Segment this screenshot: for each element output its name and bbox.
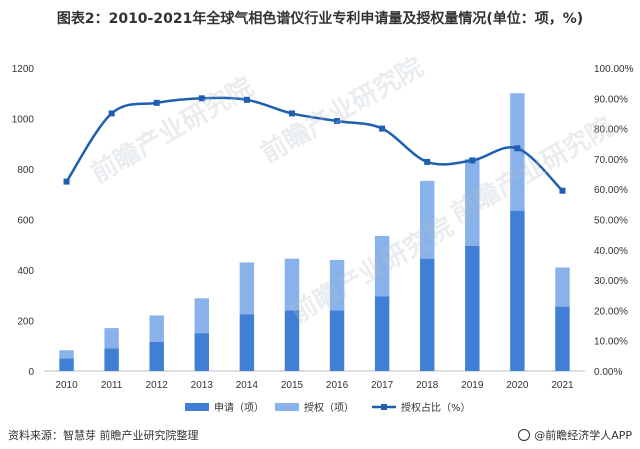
authorization-ratio-point <box>288 110 295 117</box>
y2-tick-label: 40.00% <box>594 246 628 257</box>
x-tick-label: 2013 <box>191 380 214 391</box>
bar-application <box>149 341 164 371</box>
x-tick-label: 2017 <box>371 380 394 391</box>
y-tick-label: 1200 <box>12 64 35 75</box>
authorization-ratio-point <box>63 178 70 185</box>
y-tick-label: 800 <box>17 165 34 176</box>
legend-label: 授权占比（%） <box>401 401 471 414</box>
brand-label: @前瞻经济学人APP <box>534 429 632 442</box>
x-tick-label: 2012 <box>146 380 169 391</box>
source-note: 资料来源：智慧芽 前瞻产业研究院整理 <box>8 429 199 442</box>
authorization-ratio-point <box>334 118 341 125</box>
bar-application <box>104 348 119 371</box>
y2-tick-label: 10.00% <box>594 337 628 348</box>
bar-authorized <box>419 180 435 259</box>
bar-authorized <box>194 298 210 334</box>
bar-application <box>284 310 300 371</box>
bar-authorized <box>510 93 525 211</box>
y-tick-label: 400 <box>17 266 34 277</box>
bar-application <box>194 333 210 371</box>
x-tick-label: 2010 <box>55 380 78 391</box>
bar-application <box>465 246 480 371</box>
y2-tick-label: 90.00% <box>594 94 628 105</box>
authorization-ratio-point <box>108 110 115 117</box>
bar-application <box>419 258 435 371</box>
bar-application <box>59 358 74 371</box>
x-tick-label: 2016 <box>326 380 349 391</box>
bar-authorized <box>239 262 255 315</box>
x-tick-label: 2014 <box>236 380 259 391</box>
legend-swatch-authorized <box>275 403 299 411</box>
authorization-ratio-point <box>469 157 476 164</box>
bar-application <box>239 314 255 371</box>
y2-tick-label: 20.00% <box>594 306 628 317</box>
y-tick-label: 0 <box>28 367 34 378</box>
y2-tick-label: 70.00% <box>594 155 628 166</box>
bar-authorized <box>284 258 300 311</box>
authorization-ratio-point <box>559 187 566 194</box>
authorization-ratio-point <box>153 99 160 106</box>
y-tick-label: 200 <box>17 317 34 328</box>
bar-application <box>374 296 390 371</box>
x-tick-label: 2011 <box>101 380 123 391</box>
y2-tick-label: 50.00% <box>594 216 628 227</box>
bar-application <box>510 210 525 371</box>
y2-tick-label: 30.00% <box>594 276 628 287</box>
brand: @前瞻经济学人APP <box>518 427 632 443</box>
y2-tick-label: 60.00% <box>594 185 628 196</box>
legend-label: 申请（项） <box>214 401 264 414</box>
bar-application <box>555 306 570 371</box>
y2-tick-label: 100.00% <box>594 64 634 75</box>
y-tick-label: 600 <box>17 216 34 227</box>
combo-chart: 0 200 400 600 800 1000 1200 0.00% 10.00% 20.00% 30… <box>12 64 634 414</box>
authorization-ratio-point <box>424 158 431 165</box>
authorization-ratio-point <box>514 145 521 152</box>
chart-title: 图表2：2010-2021年全球气相色谱仪行业专利申请量及授权量情况(单位：项，… <box>56 11 584 27</box>
x-tick-label: 2019 <box>461 380 484 391</box>
authorization-ratio-point <box>379 125 386 132</box>
bar-authorized <box>374 235 390 297</box>
footer: 资料来源：智慧芽 前瞻产业研究院整理 @前瞻经济学人APP <box>0 421 640 449</box>
legend-swatch-application <box>185 403 209 411</box>
x-tick-label: 2018 <box>416 380 439 391</box>
y2-tick-label: 0.00% <box>594 367 622 378</box>
authorization-ratio-point <box>198 95 205 102</box>
x-tick-label: 2021 <box>551 380 574 391</box>
authorization-ratio-line <box>65 96 564 192</box>
bar-application <box>329 310 345 371</box>
bar-authorized <box>149 315 164 342</box>
x-tick-label: 2015 <box>281 380 304 391</box>
y2-tick-label: 80.00% <box>594 125 628 136</box>
x-tick-label: 2020 <box>506 380 529 391</box>
bar-authorized <box>104 328 119 349</box>
bar-authorized <box>329 259 345 311</box>
y-tick-label: 1000 <box>12 115 35 126</box>
brand-logo-icon <box>518 429 531 441</box>
legend-marker-ratio <box>381 404 387 410</box>
authorization-ratio-point <box>243 96 250 103</box>
bar-authorized <box>59 350 74 359</box>
legend-label: 授权（项） <box>304 401 354 414</box>
bar-authorized <box>555 267 570 307</box>
bar-authorized <box>465 158 480 247</box>
